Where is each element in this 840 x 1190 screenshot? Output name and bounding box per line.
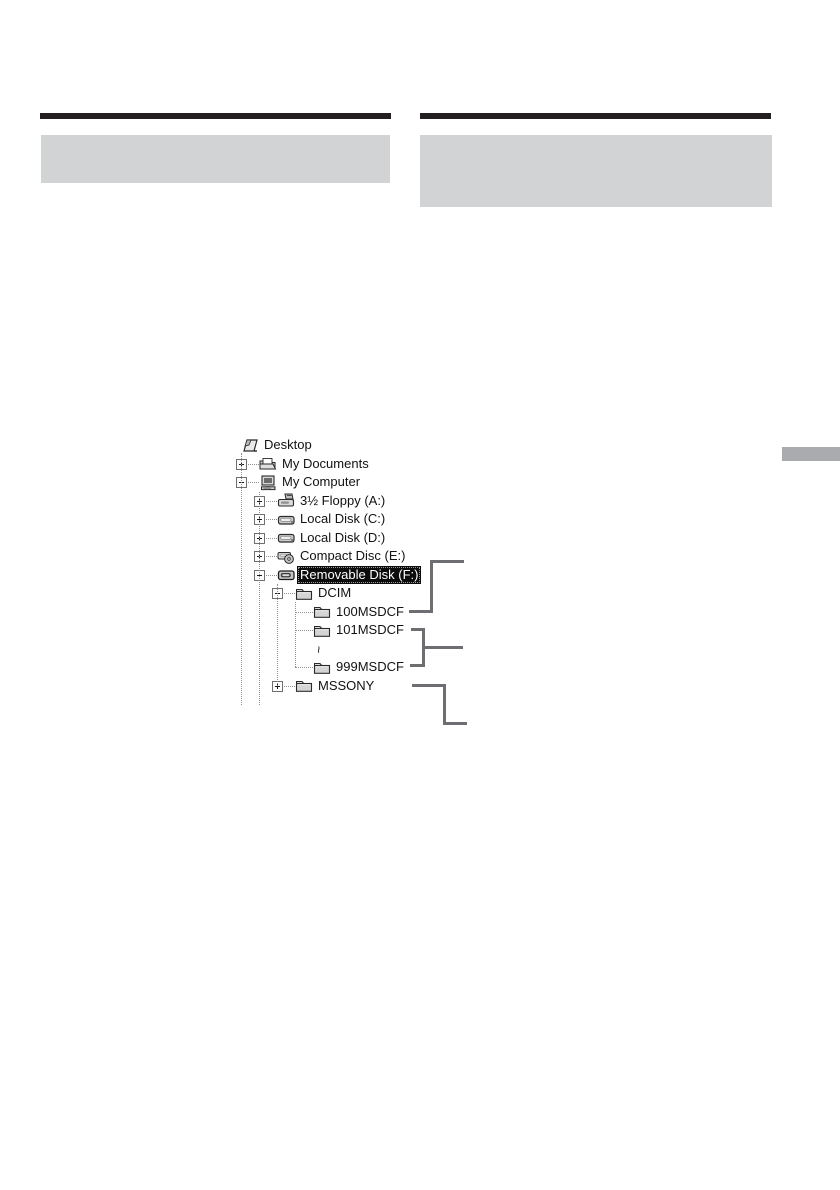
tree-item-label[interactable]: Removable Disk (F:) bbox=[297, 565, 422, 584]
tree-item-label[interactable]: Desktop bbox=[264, 437, 312, 452]
my-computer-icon bbox=[259, 474, 278, 491]
folder-icon bbox=[313, 660, 332, 676]
tree-connector bbox=[246, 463, 259, 465]
folder-icon bbox=[295, 586, 314, 602]
floppy-drive-icon bbox=[277, 493, 296, 509]
tree-item-label[interactable]: 100MSDCF bbox=[336, 603, 404, 619]
right-column-heading-rule bbox=[420, 113, 771, 119]
tree-item-label[interactable]: 3½ Floppy (A:) bbox=[300, 492, 386, 508]
hard-drive-icon bbox=[277, 512, 296, 528]
desktop-icon bbox=[241, 438, 260, 454]
folder-tree: Desktop My Documents My Computer 3½ Floppy … bbox=[0, 436, 840, 716]
tree-item-label[interactable]: MSSONY bbox=[318, 677, 375, 693]
left-heading-box bbox=[41, 135, 390, 183]
tree-connector bbox=[295, 602, 296, 667]
folder-icon bbox=[313, 623, 332, 639]
tree-item-label[interactable]: My Computer bbox=[282, 474, 361, 489]
page-edge-tab bbox=[782, 447, 840, 461]
tree-item-compact-disc-e: Compact Disc (E:) bbox=[0, 547, 840, 566]
removable-drive-icon bbox=[277, 567, 296, 583]
tree-item-label[interactable]: My Documents bbox=[282, 455, 369, 471]
tree-connector bbox=[264, 500, 277, 502]
tree-item-local-disk-c: Local Disk (C:) bbox=[0, 510, 840, 529]
hard-drive-icon bbox=[277, 530, 296, 546]
left-column-heading-rule bbox=[40, 113, 391, 119]
right-heading-box bbox=[420, 135, 772, 207]
tree-item-label[interactable]: Local Disk (D:) bbox=[300, 529, 386, 545]
tree-item-label[interactable]: 101MSDCF bbox=[336, 622, 404, 637]
tree-connector bbox=[264, 556, 277, 557]
tree-connector bbox=[264, 519, 277, 520]
tree-connector bbox=[259, 492, 260, 705]
tree-item-label[interactable]: DCIM bbox=[318, 585, 352, 600]
tree-item-desktop: Desktop bbox=[0, 436, 840, 455]
folder-icon bbox=[313, 604, 332, 620]
tree-item-removable-disk-f: Removable Disk (F:) bbox=[0, 565, 840, 585]
folder-icon bbox=[295, 678, 314, 694]
tree-item-dcim: DCIM bbox=[0, 584, 840, 603]
tree-connector bbox=[264, 574, 277, 576]
tree-item-local-disk-d: Local Disk (D:) bbox=[0, 529, 840, 548]
tree-connector bbox=[282, 685, 295, 687]
tree-item-100msdcf: 100MSDCF bbox=[0, 603, 840, 622]
tree-item-3½-floppy-a: 3½ Floppy (A:) bbox=[0, 492, 840, 511]
tree-connector bbox=[295, 667, 313, 668]
tree-item-label[interactable]: Compact Disc (E:) bbox=[300, 548, 406, 563]
tree-connector bbox=[264, 537, 277, 539]
tree-ellipsis-row: ~ bbox=[0, 640, 840, 659]
tree-item-my-documents: My Documents bbox=[0, 455, 840, 474]
tree-connector bbox=[295, 630, 313, 631]
tree-item-999msdcf: 999MSDCF bbox=[0, 658, 840, 677]
tree-connector bbox=[241, 453, 242, 705]
tree-connector bbox=[282, 593, 295, 594]
cd-drive-icon bbox=[277, 549, 296, 565]
tree-item-mssony: MSSONY bbox=[0, 677, 840, 696]
callout-line-folder-mssony bbox=[443, 722, 467, 725]
tree-item-101msdcf: 101MSDCF bbox=[0, 621, 840, 640]
tree-item-label[interactable]: 999MSDCF bbox=[336, 659, 404, 674]
tree-connector bbox=[246, 482, 259, 483]
tree-connector bbox=[295, 611, 313, 613]
tree-item-label[interactable]: Local Disk (C:) bbox=[300, 511, 386, 526]
my-documents-icon bbox=[259, 456, 278, 472]
tree-continuation-mark: ~ bbox=[311, 645, 327, 653]
tree-item-my-computer: My Computer bbox=[0, 473, 840, 492]
tree-connector bbox=[277, 584, 278, 686]
